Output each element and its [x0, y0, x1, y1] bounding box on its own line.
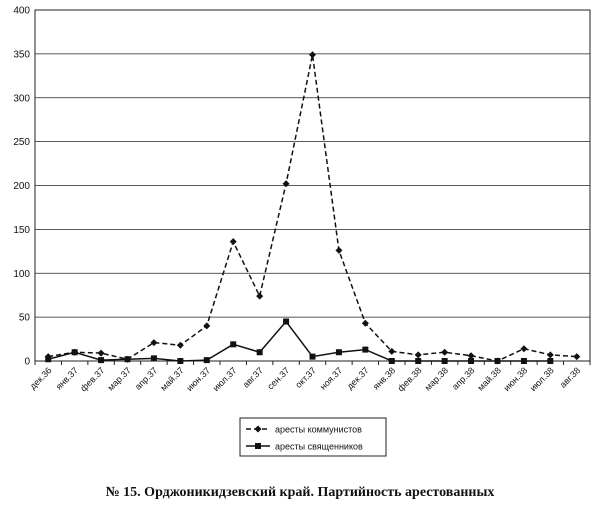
- point-marker: [388, 347, 396, 355]
- legend-box: [239, 417, 387, 457]
- x-tick-label: дек.36: [28, 365, 54, 391]
- y-tick-label: 200: [13, 181, 30, 192]
- point-marker: [71, 349, 78, 356]
- point-marker: [203, 357, 210, 364]
- point-marker: [309, 353, 316, 360]
- x-tick-label: фев.37: [78, 365, 106, 393]
- point-marker: [520, 358, 527, 364]
- x-tick-label: мар.37: [106, 365, 133, 392]
- point-marker: [229, 238, 237, 246]
- point-marker: [176, 341, 184, 349]
- legend-label: аресты священников: [275, 442, 363, 452]
- y-tick-label: 400: [13, 6, 30, 17]
- x-tick-label: мар.38: [423, 365, 450, 392]
- point-marker: [256, 349, 263, 356]
- x-tick-label: июл.38: [528, 365, 556, 393]
- y-tick-label: 250: [13, 137, 30, 148]
- point-marker: [254, 425, 262, 433]
- x-tick-label: авг.37: [241, 365, 265, 389]
- point-marker: [494, 358, 501, 364]
- x-tick-label: май.37: [158, 365, 185, 392]
- point-marker: [335, 246, 343, 254]
- point-marker: [414, 351, 422, 359]
- x-tick-label: фев.38: [396, 365, 424, 393]
- point-marker: [546, 351, 554, 359]
- point-marker: [282, 180, 290, 188]
- point-marker: [255, 443, 261, 449]
- chart-caption: № 15. Орджоникидзевский край. Партийност…: [106, 485, 495, 500]
- point-marker: [256, 292, 264, 300]
- y-tick-label: 50: [19, 313, 31, 324]
- point-marker: [362, 346, 369, 353]
- point-marker: [573, 353, 581, 361]
- x-tick-label: сен.37: [265, 365, 291, 391]
- point-marker: [467, 352, 475, 360]
- plot-frame: [34, 9, 591, 362]
- x-tick-label: окт.37: [293, 365, 318, 390]
- point-marker: [150, 355, 157, 362]
- point-marker: [283, 318, 290, 325]
- point-marker: [98, 357, 105, 364]
- y-tick-label: 100: [13, 269, 30, 280]
- point-marker: [388, 358, 395, 364]
- y-tick-label: 300: [13, 93, 30, 104]
- y-tick-label: 150: [13, 225, 30, 236]
- point-marker: [361, 319, 369, 327]
- x-tick-label: июл.37: [211, 365, 239, 393]
- series-line: [48, 320, 551, 362]
- legend-label: аресты коммунистов: [275, 425, 362, 435]
- point-marker: [468, 358, 475, 364]
- series-line: [48, 54, 577, 362]
- point-marker: [547, 358, 554, 364]
- point-marker: [441, 358, 448, 364]
- point-marker: [335, 349, 342, 356]
- point-marker: [45, 356, 52, 363]
- x-tick-label: апр.38: [450, 365, 476, 391]
- x-tick-label: ноя.37: [318, 365, 344, 391]
- x-tick-label: май.38: [476, 365, 503, 392]
- y-tick-label: 350: [13, 49, 30, 60]
- x-tick-label: дек.37: [345, 365, 371, 391]
- x-tick-label: янв.38: [371, 365, 397, 391]
- point-marker: [415, 358, 422, 364]
- x-tick-label: июн.37: [184, 365, 212, 393]
- y-tick-label: 0: [24, 357, 30, 368]
- point-marker: [124, 356, 131, 363]
- point-marker: [441, 348, 449, 356]
- point-marker: [230, 341, 237, 348]
- x-tick-label: апр.37: [133, 365, 159, 391]
- x-tick-label: июн.38: [502, 365, 530, 393]
- point-marker: [97, 349, 105, 357]
- point-marker: [309, 51, 316, 59]
- point-marker: [150, 339, 158, 347]
- point-marker: [520, 345, 528, 353]
- x-tick-label: авг.38: [558, 365, 582, 389]
- point-marker: [177, 358, 184, 364]
- point-marker: [203, 322, 211, 330]
- x-tick-label: янв.37: [54, 365, 80, 391]
